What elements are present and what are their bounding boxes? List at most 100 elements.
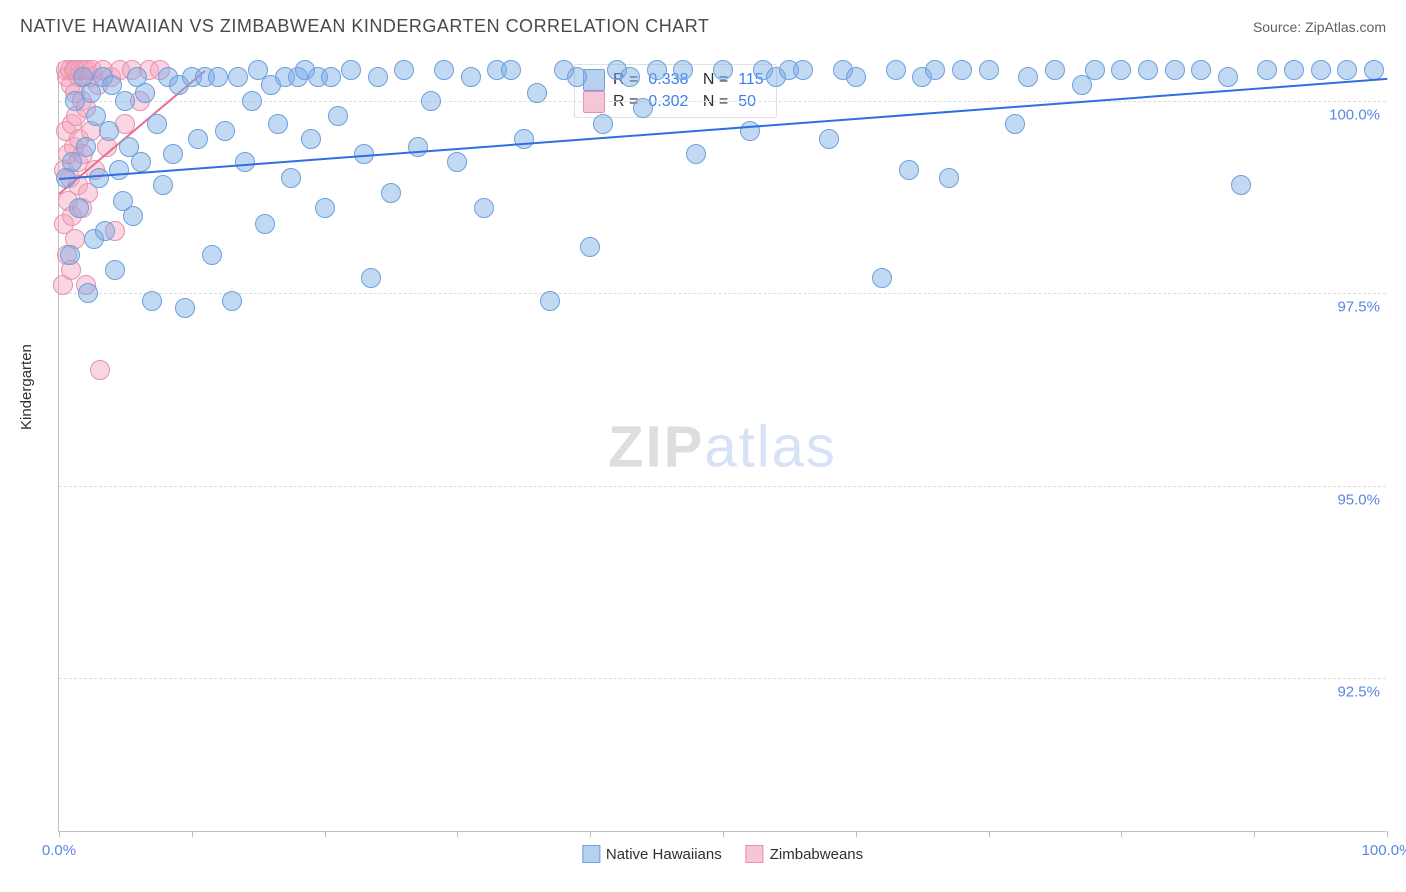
data-point-hawaiians (952, 60, 972, 80)
data-point-hawaiians (1018, 67, 1038, 87)
x-tick (1254, 831, 1255, 837)
data-point-hawaiians (123, 206, 143, 226)
x-tick-label: 0.0% (42, 842, 76, 859)
data-point-hawaiians (1337, 60, 1357, 80)
data-point-hawaiians (713, 60, 733, 80)
data-point-hawaiians (620, 67, 640, 87)
data-point-hawaiians (793, 60, 813, 80)
swatch-zimbabweans-icon (746, 845, 764, 863)
data-point-hawaiians (361, 268, 381, 288)
data-point-hawaiians (131, 152, 151, 172)
data-point-hawaiians (1005, 114, 1025, 134)
watermark: ZIPatlas (608, 413, 837, 480)
data-point-hawaiians (328, 106, 348, 126)
data-point-hawaiians (819, 129, 839, 149)
data-point-hawaiians (633, 98, 653, 118)
data-point-hawaiians (461, 67, 481, 87)
data-point-hawaiians (78, 283, 98, 303)
gridline (59, 486, 1386, 487)
legend-label: Native Hawaiians (606, 846, 722, 863)
data-point-hawaiians (222, 291, 242, 311)
data-point-hawaiians (1311, 60, 1331, 80)
legend-label: Zimbabweans (770, 846, 863, 863)
x-tick (457, 831, 458, 837)
data-point-hawaiians (255, 214, 275, 234)
legend-item-zimbabweans: Zimbabweans (746, 845, 863, 863)
data-point-hawaiians (202, 245, 222, 265)
x-tick (325, 831, 326, 837)
x-tick (856, 831, 857, 837)
data-point-hawaiians (99, 121, 119, 141)
data-point-hawaiians (188, 129, 208, 149)
data-point-hawaiians (593, 114, 613, 134)
chart-title: NATIVE HAWAIIAN VS ZIMBABWEAN KINDERGART… (20, 16, 709, 37)
data-point-hawaiians (60, 245, 80, 265)
y-tick-label: 92.5% (1337, 684, 1380, 701)
data-point-hawaiians (1191, 60, 1211, 80)
data-point-hawaiians (740, 121, 760, 141)
data-point-hawaiians (301, 129, 321, 149)
data-point-hawaiians (501, 60, 521, 80)
data-point-hawaiians (673, 60, 693, 80)
data-point-hawaiians (228, 67, 248, 87)
x-tick (590, 831, 591, 837)
data-point-hawaiians (115, 91, 135, 111)
data-point-hawaiians (95, 221, 115, 241)
data-point-hawaiians (540, 291, 560, 311)
data-point-zimbabweans (90, 360, 110, 380)
data-point-hawaiians (281, 168, 301, 188)
data-point-hawaiians (109, 160, 129, 180)
data-point-hawaiians (147, 114, 167, 134)
data-point-hawaiians (886, 60, 906, 80)
data-point-hawaiians (1138, 60, 1158, 80)
data-point-hawaiians (208, 67, 228, 87)
x-tick (1121, 831, 1122, 837)
data-point-hawaiians (153, 175, 173, 195)
data-point-hawaiians (686, 144, 706, 164)
swatch-zimbabweans-icon (583, 91, 605, 113)
swatch-hawaiians-icon (582, 845, 600, 863)
data-point-hawaiians (175, 298, 195, 318)
gridline (59, 293, 1386, 294)
y-tick-label: 97.5% (1337, 299, 1380, 316)
x-tick (1387, 831, 1388, 837)
data-point-hawaiians (215, 121, 235, 141)
data-point-hawaiians (381, 183, 401, 203)
data-point-hawaiians (1231, 175, 1251, 195)
data-point-hawaiians (69, 198, 89, 218)
data-point-hawaiians (580, 237, 600, 257)
data-point-hawaiians (527, 83, 547, 103)
gridline (59, 678, 1386, 679)
data-point-hawaiians (142, 291, 162, 311)
legend-row-zimbabweans: R = 0.302 N = 50 (583, 91, 766, 113)
legend-n-label: N = (698, 93, 728, 111)
data-point-hawaiians (242, 91, 262, 111)
data-point-hawaiians (268, 114, 288, 134)
source-label: Source: ZipAtlas.com (1253, 19, 1386, 35)
data-point-hawaiians (447, 152, 467, 172)
legend-item-hawaiians: Native Hawaiians (582, 845, 722, 863)
data-point-hawaiians (939, 168, 959, 188)
data-point-hawaiians (76, 137, 96, 157)
data-point-hawaiians (1045, 60, 1065, 80)
watermark-atlas: atlas (704, 414, 837, 479)
y-tick-label: 100.0% (1329, 106, 1380, 123)
data-point-hawaiians (514, 129, 534, 149)
data-point-hawaiians (1085, 60, 1105, 80)
data-point-hawaiians (474, 198, 494, 218)
data-point-hawaiians (925, 60, 945, 80)
x-tick (723, 831, 724, 837)
data-point-hawaiians (1364, 60, 1384, 80)
data-point-hawaiians (315, 198, 335, 218)
data-point-hawaiians (1218, 67, 1238, 87)
legend-n-value: 50 (738, 93, 756, 111)
x-tick (59, 831, 60, 837)
data-point-hawaiians (235, 152, 255, 172)
series-legend: Native Hawaiians Zimbabweans (582, 845, 863, 863)
x-tick (192, 831, 193, 837)
data-point-hawaiians (421, 91, 441, 111)
data-point-hawaiians (979, 60, 999, 80)
data-point-hawaiians (105, 260, 125, 280)
chart-plot-area: ZIPatlas R = 0.338 N = 115 R = 0.302 N =… (58, 62, 1386, 832)
data-point-hawaiians (1257, 60, 1277, 80)
